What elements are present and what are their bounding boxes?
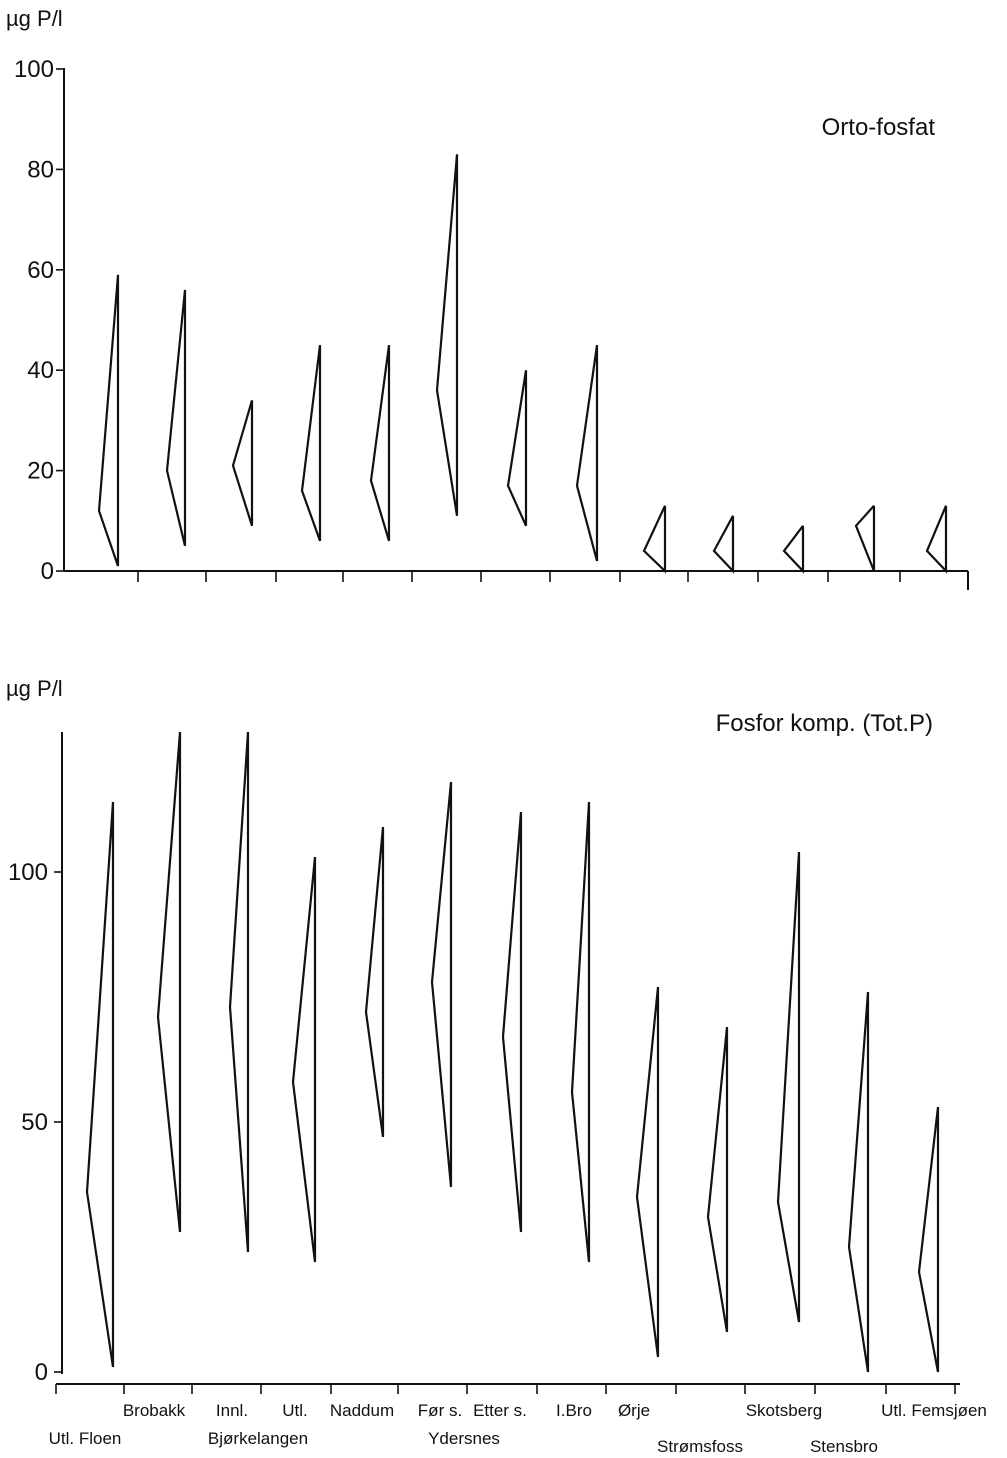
top-range-mark [712,515,735,574]
bottom-ylabel: µg P/l [6,676,63,701]
top-y-tick-label: 60 [27,257,54,284]
top-range-mark [165,289,187,547]
category-label: Ydersnes [428,1429,500,1448]
category-label: Stensbro [810,1437,878,1456]
bottom-y-ticks: 0 50 100 [8,859,62,1386]
top-ylabel: µg P/l [6,6,63,31]
category-label: Ørje [618,1401,650,1420]
top-x-ticks [137,571,901,582]
top-y-tick-label: 100 [14,56,54,83]
top-chart-title: Orto-fosfat [822,114,936,141]
bottom-range-mark [706,1026,729,1333]
top-range-mark [854,504,876,572]
category-label: Utl. Floen [49,1429,122,1448]
bottom-x-ticks [55,1384,956,1394]
top-range-mark [369,344,391,542]
tot-p-panel: µg P/l Fosfor komp. (Tot.P) 0 50 100 [6,676,960,1394]
bottom-range-mark [291,856,317,1263]
category-label: Etter s. [473,1401,527,1420]
top-range-mark [782,525,805,574]
bottom-range-mark [364,826,385,1138]
bottom-range-mark [501,811,523,1233]
top-y-tick-label: 0 [41,558,54,585]
bottom-range-mark [430,781,453,1188]
bottom-range-mark [635,986,660,1358]
bottom-chart-title: Fosfor komp. (Tot.P) [716,710,933,737]
top-range-marks [97,154,948,574]
bottom-y-tick-label: 0 [35,1359,48,1386]
top-range-mark [506,370,528,527]
bottom-range-mark [228,731,250,1253]
top-range-mark [300,344,322,542]
top-range-mark [231,399,254,527]
bottom-y-tick-label: 50 [21,1109,48,1136]
top-y-ticks: 0 20 40 60 80 100 [14,56,64,585]
category-label: Innl. [216,1401,248,1420]
category-label: Strømsfoss [657,1437,743,1456]
top-range-mark [575,344,599,562]
top-range-mark [642,505,667,574]
category-label: Bjørkelangen [208,1429,308,1448]
top-range-mark [97,274,120,567]
bottom-range-mark [156,731,182,1233]
top-y-tick-label: 40 [27,357,54,384]
top-y-tick-label: 80 [27,156,54,183]
top-range-mark [925,505,948,574]
bottom-range-marks [85,731,940,1373]
bottom-range-mark [570,801,591,1263]
category-label: Før s. [418,1401,462,1420]
category-label: I.Bro [556,1401,592,1420]
bottom-range-mark [917,1106,940,1373]
category-label: Skotsberg [746,1401,823,1420]
category-label: Utl. Femsjøen [881,1401,987,1420]
top-range-mark [435,154,459,516]
bottom-range-mark [85,801,115,1368]
category-label: Naddum [330,1401,394,1420]
top-y-tick-label: 20 [27,458,54,485]
orto-fosfat-panel: µg P/l Orto-fosfat 0 20 40 60 80 100 [6,6,969,590]
bottom-range-mark [776,851,801,1323]
category-label: Utl. [282,1401,308,1420]
bottom-range-mark [847,991,870,1373]
bottom-y-tick-label: 100 [8,859,48,886]
category-label: Brobakk [123,1401,186,1420]
